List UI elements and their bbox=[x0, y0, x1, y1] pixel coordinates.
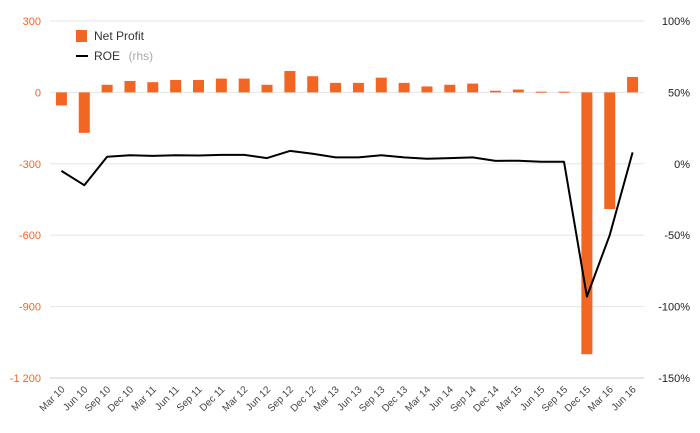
x-tick-label: Mar 16 bbox=[586, 384, 616, 414]
net-profit-bar bbox=[215, 78, 227, 93]
x-tick-label: Mar 12 bbox=[221, 384, 251, 414]
left-tick-label: -300 bbox=[19, 159, 41, 171]
net-profit-bar bbox=[78, 92, 90, 133]
net-profit-bar bbox=[261, 84, 273, 93]
legend-net-profit-swatch bbox=[76, 30, 87, 42]
right-tick-label: 100% bbox=[662, 16, 690, 28]
x-tick-label: Mar 11 bbox=[130, 384, 160, 414]
net-profit-bars bbox=[55, 70, 639, 355]
left-tick-label: 0 bbox=[35, 87, 41, 99]
net-profit-bar bbox=[490, 90, 501, 93]
net-profit-bar bbox=[535, 91, 547, 93]
legend-roe-label: ROE bbox=[94, 49, 120, 63]
net-profit-bar bbox=[284, 70, 296, 93]
net-profit-bar bbox=[398, 82, 410, 93]
gridlines bbox=[50, 20, 644, 379]
right-tick-label: -100% bbox=[658, 302, 690, 314]
net-profit-bar bbox=[55, 92, 67, 106]
legend-net-profit-label: Net Profit bbox=[94, 29, 145, 43]
roe-line bbox=[60, 149, 634, 298]
right-tick-label: -50% bbox=[664, 230, 690, 242]
right-axis: 100% 50% 0% -50% -100% -150% bbox=[658, 16, 690, 385]
net-profit-bar bbox=[124, 80, 136, 93]
net-profit-bar bbox=[512, 89, 524, 93]
legend: Net Profit ROE (rhs) bbox=[76, 29, 153, 64]
net-profit-bar bbox=[375, 77, 387, 93]
legend-roe-text: ROE (rhs) bbox=[94, 47, 153, 64]
left-tick-label: -600 bbox=[19, 230, 41, 242]
net-profit-bar bbox=[101, 84, 113, 93]
net-profit-bar bbox=[444, 84, 456, 93]
net-profit-bar bbox=[238, 78, 250, 93]
roe-line-series bbox=[60, 149, 634, 298]
net-profit-bar bbox=[307, 76, 319, 93]
left-axis: 300 0 -300 -600 -900 -1 200 bbox=[10, 16, 41, 385]
net-profit-bar bbox=[170, 80, 182, 93]
net-profit-bar bbox=[627, 76, 639, 93]
x-tick-label: Mar 14 bbox=[403, 384, 433, 414]
x-tick-label: Dec 10 bbox=[106, 384, 136, 414]
left-tick-label: -1 200 bbox=[10, 373, 41, 385]
net-profit-bar bbox=[352, 82, 364, 93]
left-tick-label: 300 bbox=[23, 16, 41, 28]
net-profit-bar bbox=[581, 92, 593, 355]
x-tick-label: Mar 10 bbox=[38, 384, 68, 414]
x-tick-label: Mar 13 bbox=[312, 384, 342, 414]
left-tick-label: -900 bbox=[19, 302, 41, 314]
right-tick-label: 0% bbox=[674, 159, 690, 171]
net-profit-bar bbox=[421, 86, 433, 93]
x-tick-label: Jun 16 bbox=[610, 384, 639, 413]
net-profit-bar bbox=[147, 82, 159, 93]
right-tick-label: 50% bbox=[668, 87, 690, 99]
x-tick-label: Mar 15 bbox=[495, 384, 525, 414]
net-profit-bar bbox=[193, 80, 204, 93]
net-profit-bar bbox=[467, 83, 479, 93]
net-profit-bar bbox=[330, 82, 342, 93]
right-tick-label: -150% bbox=[658, 373, 690, 385]
legend-roe-suffix: (rhs) bbox=[128, 49, 153, 63]
net-profit-bar bbox=[558, 91, 570, 93]
net-profit-bar bbox=[604, 92, 616, 210]
